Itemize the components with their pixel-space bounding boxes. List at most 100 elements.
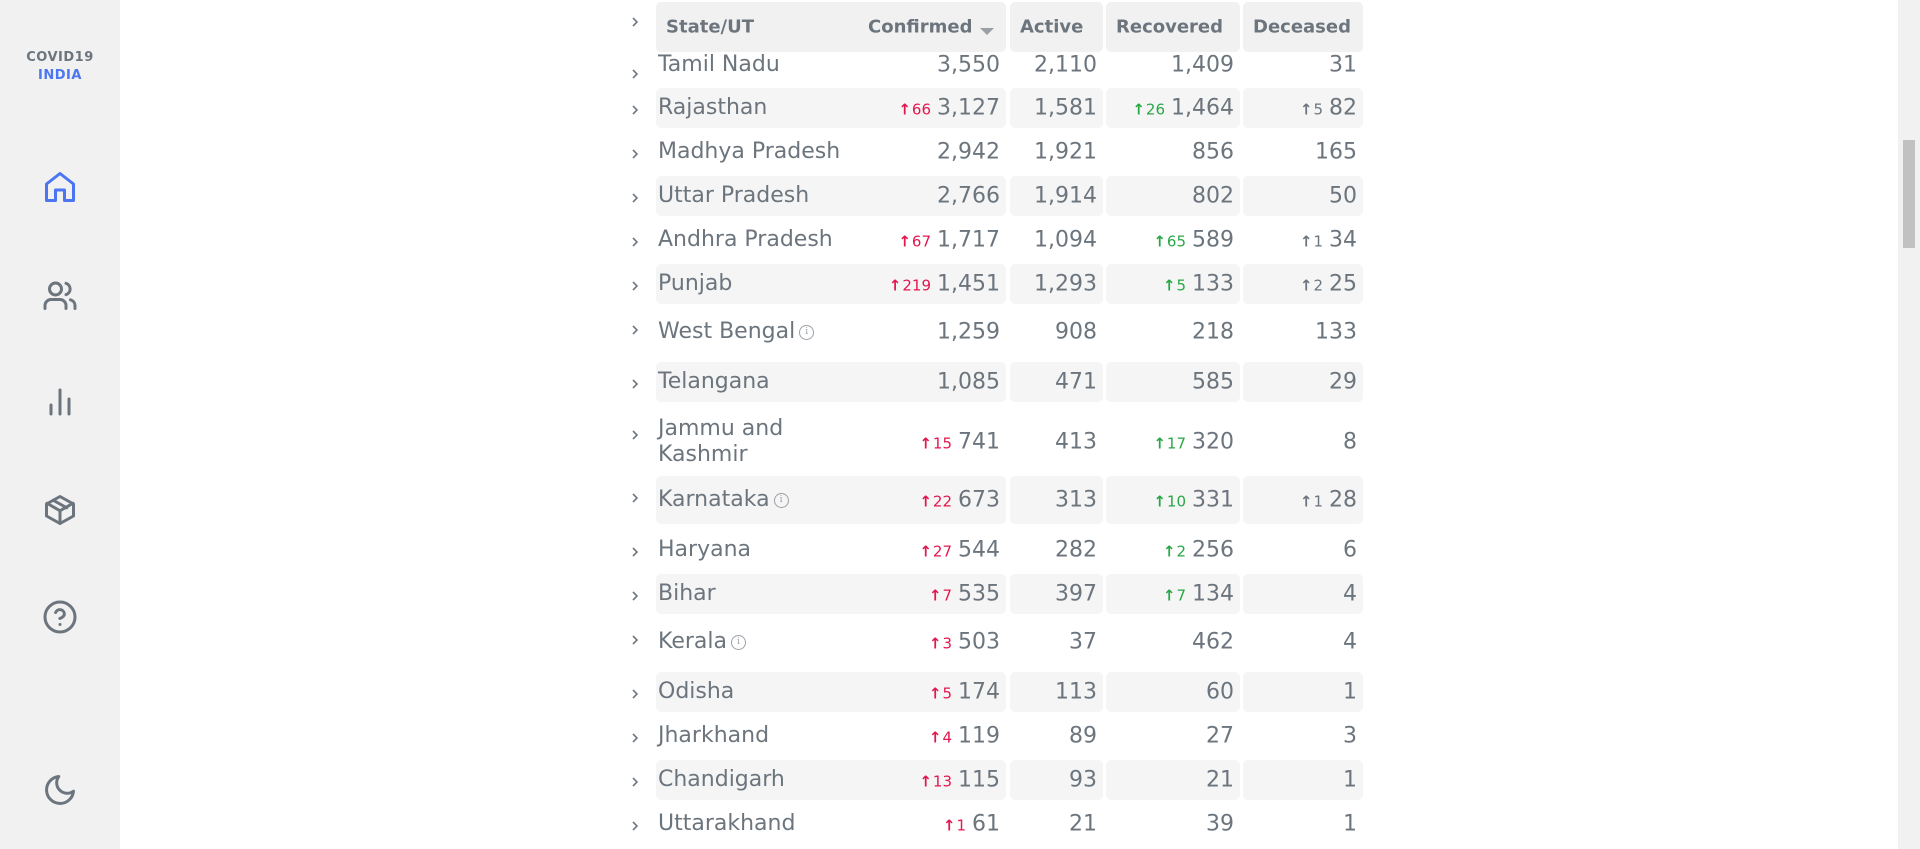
deceased-value: 28 [1329, 487, 1357, 513]
chevron-right-icon[interactable] [630, 684, 640, 699]
state-name[interactable]: Tamil Nadu [658, 52, 780, 78]
arrow-up-icon: ↑ [1299, 100, 1313, 119]
chevron-right-icon[interactable] [630, 100, 640, 115]
deceased-value-wrap: 50 [1329, 184, 1357, 209]
table-row[interactable]: Tamil Nadu 3,550 2,110 1,409 31 [620, 52, 1365, 79]
info-icon[interactable]: i [773, 492, 789, 508]
chevron-right-icon[interactable] [630, 586, 640, 601]
state-name[interactable]: Jharkhand [658, 723, 769, 749]
chevron-right-icon[interactable] [630, 542, 640, 557]
sidebar: COVID19 INDIA [0, 0, 120, 849]
table-row[interactable]: Rajasthan ↑ 66 3,127 1,581 ↑ 26 1,464 ↑ 5 82 [620, 88, 1365, 128]
confirmed-value-wrap: 1,085 [937, 370, 1000, 395]
table-row[interactable]: Jammu and Kashmir ↑ 15 741 413 ↑ 17 320 8 [620, 413, 1365, 471]
nav-home[interactable] [38, 165, 82, 209]
table-row[interactable]: Andhra Pradesh ↑ 67 1,717 1,094 ↑ 65 589 ↑ 1 34 [620, 220, 1365, 260]
chevron-right-icon[interactable] [630, 64, 640, 79]
table-row[interactable]: Telangana 1,085 471 585 29 [620, 362, 1365, 402]
arrow-up-icon: ↑ [928, 728, 942, 747]
state-name[interactable]: Punjab [658, 271, 732, 297]
table-row[interactable]: West Bengal i 1,259 908 218 133 [620, 308, 1365, 356]
state-name[interactable]: Madhya Pradesh [658, 139, 840, 165]
table-row[interactable]: Jharkhand ↑ 4 119 89 27 3 [620, 716, 1365, 756]
state-name-text: Jharkhand [658, 723, 770, 748]
scrollbar-thumb[interactable] [1903, 140, 1915, 248]
state-name[interactable]: Jammu and Kashmir [658, 416, 808, 468]
state-name[interactable]: Chandigarh [658, 767, 785, 793]
state-name[interactable]: Rajasthan [658, 95, 767, 121]
theme-toggle[interactable] [38, 768, 82, 812]
recovered-delta-value: 17 [1166, 434, 1186, 453]
chevron-right-icon[interactable] [630, 630, 640, 645]
header-deceased-label: Deceased [1253, 16, 1351, 38]
nav-users[interactable] [38, 273, 82, 317]
info-icon[interactable]: i [799, 324, 815, 340]
recovered-value-wrap: 27 [1206, 724, 1234, 749]
state-name[interactable]: Bihar [658, 581, 716, 607]
table-row[interactable]: Odisha ↑ 5 174 113 60 1 [620, 672, 1365, 712]
chevron-right-icon[interactable] [630, 728, 640, 743]
header-active[interactable]: Active [1010, 2, 1103, 52]
chevron-right-icon[interactable] [630, 188, 640, 203]
table-row[interactable]: Bihar ↑ 7 535 397 ↑ 7 134 4 [620, 574, 1365, 614]
deceased-cell: ↑ 1 34 [1243, 220, 1363, 260]
table-row[interactable]: Madhya Pradesh 2,942 1,921 856 165 [620, 132, 1365, 172]
chevron-right-icon[interactable] [630, 232, 640, 247]
table-row[interactable]: Uttarakhand ↑ 1 61 21 39 1 [620, 804, 1365, 844]
table-row[interactable]: Karnataka i ↑ 22 673 313 ↑ 10 331 ↑ 1 28 [620, 476, 1365, 524]
nav-resources[interactable] [38, 488, 82, 532]
recovered-value: 60 [1206, 679, 1234, 705]
table-row[interactable]: Uttar Pradesh 2,766 1,914 802 50 [620, 176, 1365, 216]
state-name[interactable]: West Bengal i [658, 319, 815, 345]
header-state-label: State/UT [666, 16, 754, 38]
arrow-up-icon: ↑ [1162, 586, 1176, 605]
header-state[interactable]: State/UT [656, 2, 874, 52]
chevron-right-icon[interactable] [630, 425, 640, 440]
active-cell: 471 [1010, 362, 1103, 402]
chevron-right-icon[interactable] [630, 816, 640, 831]
table-row[interactable]: Chandigarh ↑ 13 115 93 21 1 [620, 760, 1365, 800]
active-cell: 1,921 [1010, 132, 1103, 172]
state-name[interactable]: Karnataka i [658, 487, 789, 513]
active-value-wrap: 471 [1055, 370, 1097, 395]
chevron-right-icon[interactable] [630, 772, 640, 787]
table-row[interactable]: Punjab ↑ 219 1,451 1,293 ↑ 5 133 ↑ 2 25 [620, 264, 1365, 304]
deceased-value: 6 [1343, 537, 1357, 563]
recovered-cell: ↑ 17 320 [1106, 413, 1240, 471]
chevron-right-icon[interactable] [630, 320, 640, 335]
deceased-value: 1 [1343, 767, 1357, 793]
confirmed-cell: ↑ 27 544 [858, 530, 1006, 570]
chevron-right-icon[interactable] [630, 374, 640, 389]
active-value: 21 [1069, 811, 1097, 837]
chevron-right-icon[interactable] [630, 488, 640, 503]
deceased-delta: ↑ 1 [1300, 493, 1323, 511]
logo[interactable]: COVID19 INDIA [0, 49, 120, 85]
header-recovered[interactable]: Recovered [1106, 2, 1240, 52]
state-name[interactable]: Odisha [658, 679, 734, 705]
state-name[interactable]: Uttar Pradesh [658, 183, 809, 209]
state-name[interactable]: Andhra Pradesh [658, 227, 833, 253]
active-value: 89 [1069, 723, 1097, 749]
table-row[interactable]: Haryana ↑ 27 544 282 ↑ 2 256 6 [620, 530, 1365, 570]
chevron-right-icon[interactable] [630, 144, 640, 159]
nav-charts[interactable] [38, 380, 82, 424]
state-name[interactable]: Uttarakhand [658, 811, 795, 837]
active-value-wrap: 2,110 [1034, 53, 1097, 78]
header-confirmed[interactable]: Confirmed [858, 2, 1006, 52]
info-icon[interactable]: i [731, 634, 746, 650]
state-name[interactable]: Haryana [658, 537, 751, 563]
arrow-up-icon: ↑ [942, 816, 956, 835]
state-name[interactable]: Kerala i [658, 629, 746, 655]
arrow-up-icon: ↑ [919, 772, 932, 791]
recovered-delta-value: 26 [1145, 100, 1166, 119]
confirmed-value-wrap: 2,942 [937, 140, 1000, 165]
scrollbar[interactable] [1898, 0, 1920, 849]
nav-help[interactable] [38, 595, 82, 639]
deceased-value: 82 [1329, 95, 1357, 121]
chevron-right-icon[interactable] [630, 276, 640, 291]
state-name[interactable]: Telangana [658, 369, 770, 395]
header-deceased[interactable]: Deceased [1243, 2, 1363, 52]
table-row[interactable]: Kerala i ↑ 3 503 37 462 4 [620, 618, 1365, 666]
deceased-cell: ↑ 2 25 [1243, 264, 1363, 304]
confirmed-cell: ↑ 67 1,717 [858, 220, 1006, 260]
